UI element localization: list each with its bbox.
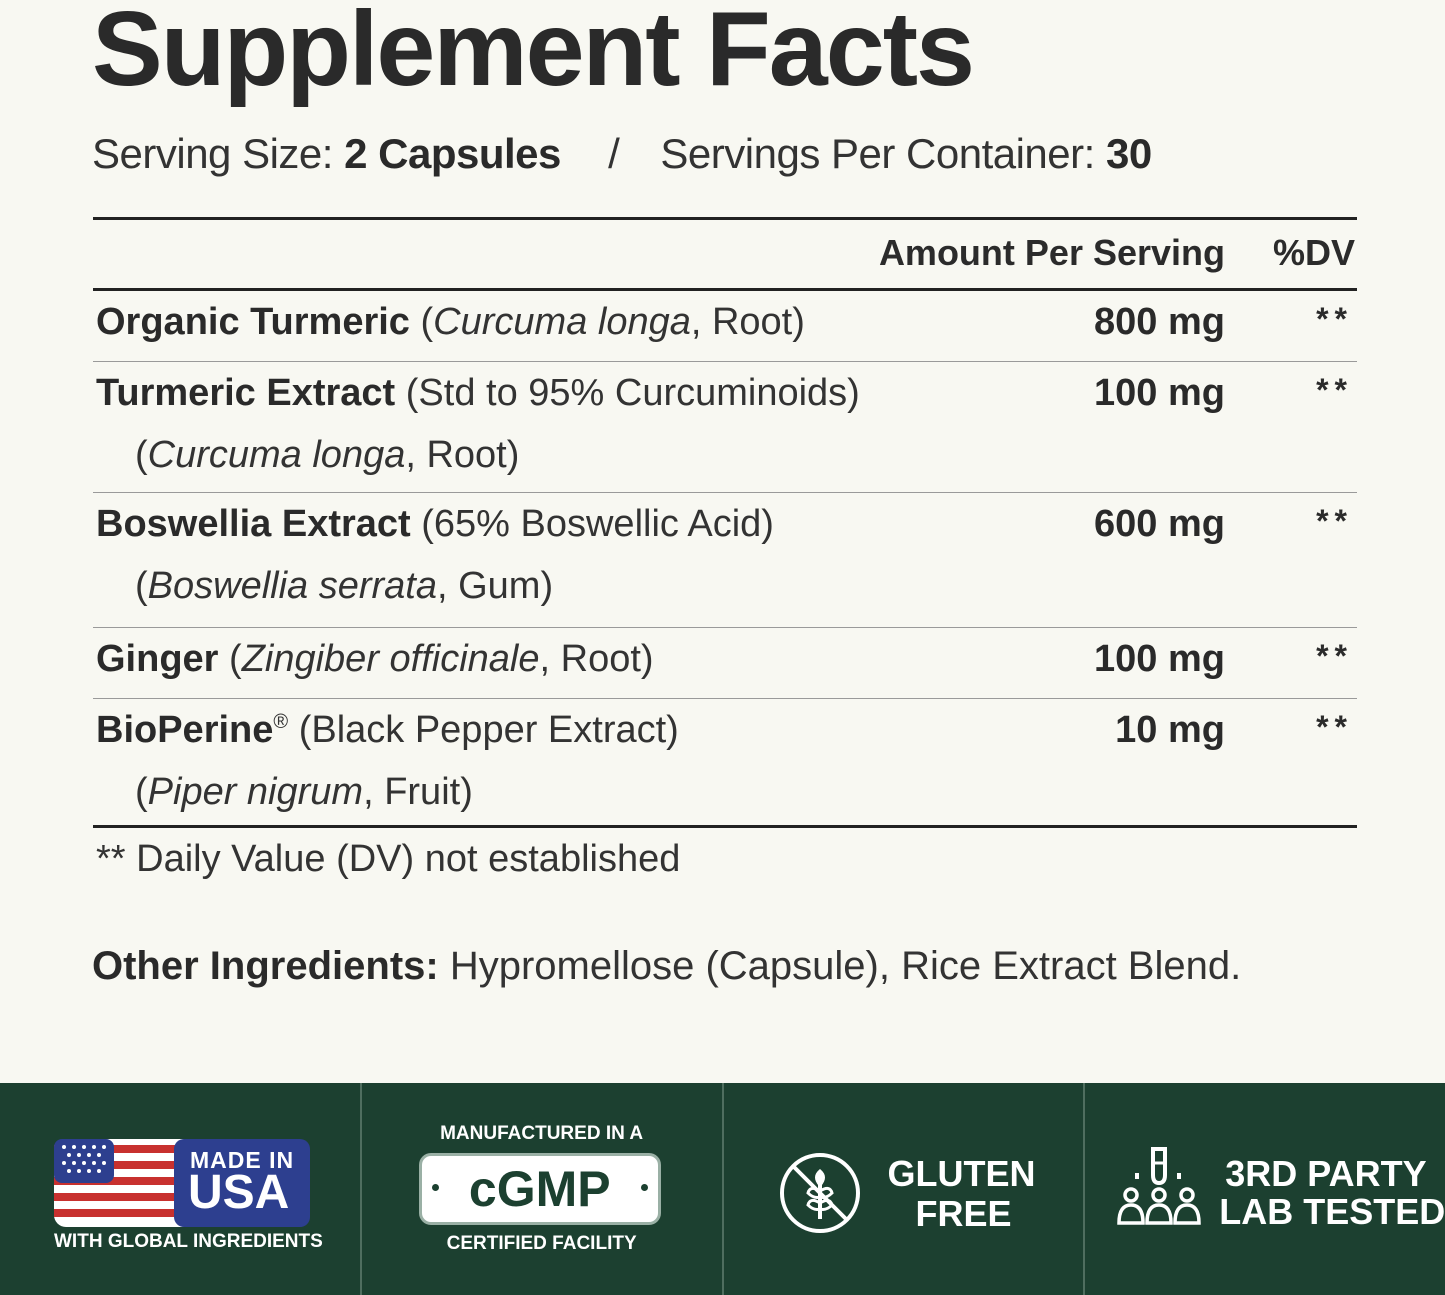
row-divider: [93, 492, 1357, 493]
row-divider: [93, 698, 1357, 699]
ingredient-latin: Curcuma longa: [433, 301, 691, 343]
row-divider: [93, 361, 1357, 362]
table-row: Organic Turmeric (Curcuma longa, Root) 8…: [93, 291, 1357, 361]
us-flag-icon: [54, 1139, 310, 1227]
ingredient-line: Ginger (Zingiber officinale, Root): [96, 638, 654, 681]
ingredient-latin: Zingiber officinale: [241, 638, 540, 680]
ingredient-dv: **: [1316, 709, 1353, 745]
other-ingredients: Other Ingredients: Hypromellose (Capsule…: [92, 944, 1241, 989]
serving-info: Serving Size: 2 Capsules / Servings Per …: [92, 130, 1152, 178]
ingredient-desc: , Gum): [437, 565, 554, 607]
lab-tested-badge: 3RD PARTY LAB TESTED: [1085, 1083, 1445, 1295]
ingredient-desc: (: [135, 771, 148, 813]
ingredient-desc: (: [135, 565, 148, 607]
ingredient-desc: , Fruit): [363, 771, 473, 813]
ingredient-amount: 600 mg: [1094, 503, 1225, 545]
table-row: Turmeric Extract (Std to 95% Curcuminoid…: [93, 362, 1357, 492]
table-top-rule: [93, 217, 1357, 220]
amount-header: Amount Per Serving: [878, 232, 1225, 273]
table-bottom-rule: [93, 825, 1357, 828]
cgmp-badge: MANUFACTURED IN A cGMP CERTIFIED FACILIT…: [362, 1083, 724, 1295]
wheat-icon: [779, 1153, 860, 1233]
ingredient-amount: 100 mg: [1094, 372, 1225, 414]
ingredient-desc: (: [409, 301, 434, 343]
ingredient-line: BioPerine® (Black Pepper Extract): [96, 709, 679, 752]
badges-bar: MADE IN USA WITH GLOBAL INGREDIENTS MANU…: [0, 1083, 1445, 1295]
ingredient-dv: **: [1316, 503, 1353, 539]
ingredient-latin: Curcuma longa: [147, 434, 406, 476]
other-ingredients-value: Hypromellose (Capsule), Rice Extract Ble…: [438, 944, 1242, 988]
serving-separator: /: [608, 130, 620, 177]
lab-line2: LAB TESTED: [1219, 1191, 1445, 1232]
ingredient-desc: (Black Pepper Extract): [288, 709, 679, 751]
registered-mark: ®: [273, 711, 289, 733]
cgmp-label-box: cGMP: [418, 1153, 661, 1225]
ingredient-latin: Piper nigrum: [147, 771, 364, 813]
ingredient-name: Boswellia Extract: [96, 503, 411, 545]
ingredient-name: Ginger: [96, 638, 219, 680]
cgmp-bottom-text: CERTIFIED FACILITY: [446, 1233, 637, 1254]
ingredient-desc: (Std to 95% Curcuminoids): [395, 372, 860, 414]
ingredient-source: (Curcuma longa, Root): [135, 434, 519, 477]
ingredient-line: Turmeric Extract (Std to 95% Curcuminoid…: [96, 372, 860, 415]
usa-made-in: MADE IN: [190, 1147, 295, 1173]
table-row: BioPerine® (Black Pepper Extract) (Piper…: [93, 699, 1357, 825]
table-row: Boswellia Extract (65% Boswellic Acid) (…: [93, 493, 1357, 627]
lab-test-icon: [1117, 1147, 1202, 1225]
cgmp-top-text: MANUFACTURED IN A: [440, 1123, 644, 1144]
gluten-free-badge: GLUTEN FREE: [724, 1083, 1086, 1295]
ingredient-name: BioPerine: [96, 709, 274, 751]
gluten-line2: FREE: [915, 1193, 1012, 1234]
usa-global-ingredients: WITH GLOBAL INGREDIENTS: [54, 1231, 323, 1252]
ingredient-desc: , Root): [405, 434, 520, 476]
cgmp-dot-right: [640, 1184, 648, 1191]
cgmp-text: cGMP: [468, 1161, 611, 1217]
gluten-line1: GLUTEN: [887, 1153, 1036, 1194]
dv-header: %DV: [1272, 232, 1355, 273]
row-divider: [93, 627, 1357, 628]
table-header-rule: [93, 288, 1357, 291]
ingredient-source: (Boswellia serrata, Gum): [135, 565, 553, 608]
table-row: Ginger (Zingiber officinale, Root) 100 m…: [93, 628, 1357, 698]
ingredient-desc: , Root): [539, 638, 654, 680]
dv-footnote: ** Daily Value (DV) not established: [96, 838, 681, 880]
ingredient-dv: **: [1316, 638, 1353, 674]
ingredient-dv: **: [1316, 372, 1353, 408]
ingredient-amount: 100 mg: [1094, 638, 1225, 680]
ingredient-dv: **: [1316, 301, 1353, 337]
serving-size-value: 2 Capsules: [344, 130, 561, 177]
page-title: Supplement Facts: [92, 0, 975, 108]
facts-table: Amount Per Serving %DV Organic Turmeric …: [93, 217, 1357, 828]
serving-size-label: Serving Size:: [92, 130, 333, 177]
made-in-usa-badge: MADE IN USA WITH GLOBAL INGREDIENTS: [0, 1083, 362, 1295]
ingredient-name: Turmeric Extract: [96, 372, 396, 414]
ingredient-name: Organic Turmeric: [96, 301, 410, 343]
cgmp-dot-left: [431, 1184, 439, 1191]
ingredient-desc: (65% Boswellic Acid): [410, 503, 774, 545]
ingredient-amount: 10 mg: [1115, 709, 1225, 751]
other-ingredients-label: Other Ingredients:: [92, 944, 439, 988]
ingredient-desc: (: [135, 434, 148, 476]
ingredient-amount: 800 mg: [1094, 301, 1225, 343]
table-header: Amount Per Serving %DV: [93, 220, 1357, 288]
servings-per-container-value: 30: [1105, 130, 1152, 177]
servings-per-container-label: Servings Per Container:: [660, 130, 1095, 177]
usa-country: USA: [188, 1166, 290, 1219]
ingredient-line: Boswellia Extract (65% Boswellic Acid): [96, 503, 774, 546]
lab-line1: 3RD PARTY: [1225, 1153, 1427, 1194]
ingredient-line: Organic Turmeric (Curcuma longa, Root): [96, 301, 805, 344]
ingredient-desc: , Root): [690, 301, 805, 343]
ingredient-latin: Boswellia serrata: [147, 565, 437, 607]
ingredient-source: (Piper nigrum, Fruit): [135, 771, 473, 814]
ingredient-desc: (: [218, 638, 242, 680]
